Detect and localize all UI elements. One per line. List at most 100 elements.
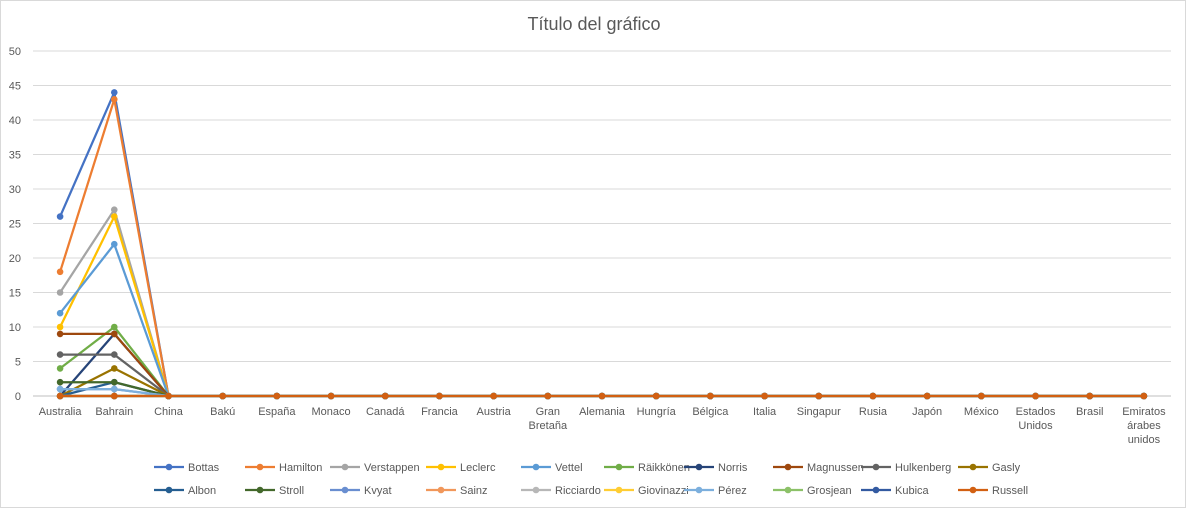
series-magnussen [56,330,1148,400]
x-tick-label: Emiratos árabes unidos [1122,406,1166,446]
data-point [544,392,552,400]
data-point [1140,392,1148,400]
x-tick-label: Francia [421,406,459,418]
data-point [56,309,64,317]
legend-item: Ricciardo [521,485,601,497]
legend-label: Räikkönen [638,462,690,474]
data-point [110,323,118,331]
legend-swatch-marker [256,486,264,494]
legend-label: Kvyat [364,485,392,497]
series-line [59,243,1144,398]
data-point [110,206,118,213]
data-point [1086,392,1094,400]
legend-label: Vettel [555,462,583,474]
series-line [59,98,1144,398]
series-line [59,91,1144,398]
legend-item: Hulkenberg [861,462,951,474]
series-norris [56,330,1148,400]
data-point [110,330,118,338]
legend-swatch-marker [341,486,349,494]
data-point [436,392,443,400]
legend-item: Räikkönen [604,462,690,474]
legend-item: Russell [958,485,1028,497]
y-tick-label: 20 [9,253,21,265]
data-point [1032,392,1039,400]
data-point [490,392,497,400]
x-tick-label: Alemania [579,406,626,418]
x-tick-label: Brasil [1076,406,1104,418]
legend-swatch-marker [784,463,792,471]
x-tick-label: Italia [753,406,777,418]
legend-item: Pérez [684,485,747,497]
legend-label: Bottas [188,462,220,474]
legend-swatch-marker [695,463,703,471]
x-tick-label: Austria [476,406,511,418]
data-point [110,392,118,400]
x-tick-label: Hungría [637,406,677,418]
legend-label: Hulkenberg [895,462,951,474]
legend: Bottas Hamilton Verstappen Leclerc Vettel Räi… [154,462,1028,497]
legend-item: Hamilton [245,462,322,474]
legend-swatch-marker [256,463,264,471]
x-tick-label: Japón [912,406,942,418]
legend-label: Kubica [895,485,930,497]
series-hulkenberg [56,351,1148,400]
legend-item: Norris [684,462,748,474]
data-point [110,351,118,358]
legend-item: Vettel [521,462,583,474]
legend-label: Russell [992,485,1028,497]
x-tick-label: Bakú [210,406,235,418]
legend-item: Stroll [245,485,304,497]
x-tick-label: China [154,406,184,418]
data-point [56,378,64,386]
legend-swatch-marker [784,486,792,494]
legend-swatch-marker [341,463,349,471]
series-bottas [56,89,1148,400]
legend-label: Stroll [279,485,304,497]
data-point [273,392,281,400]
data-point [869,392,877,400]
legend-swatch-marker [532,463,540,471]
series-line [59,367,1144,398]
series-verstappen [56,206,1148,400]
legend-item: Magnussen [773,462,864,474]
data-point [598,392,606,400]
legend-swatch-marker [615,463,623,471]
data-point [219,392,226,400]
legend-item: Albon [154,485,216,497]
legend-swatch-marker [969,486,977,494]
legend-swatch-marker [969,463,977,471]
data-point [381,392,389,400]
data-point [110,365,118,372]
legend-item: Grosjean [773,485,852,497]
data-point [56,289,64,296]
x-tick-label: Bélgica [692,406,729,418]
data-point [923,392,931,400]
legend-swatch-marker [437,486,445,494]
data-point [110,213,118,220]
data-point [707,392,714,400]
gridlines [33,50,1171,397]
legend-label: Norris [718,462,748,474]
y-tick-label: 30 [9,184,21,196]
legend-swatch-marker [165,463,173,471]
legend-label: Magnussen [807,462,864,474]
x-tick-label: Rusia [859,406,888,418]
legend-item: Verstappen [330,462,420,474]
legend-label: Verstappen [364,462,420,474]
series-hamilton [56,96,1148,400]
y-tick-label: 0 [15,391,21,403]
data-point [652,392,660,400]
legend-item: Gasly [958,462,1021,474]
data-point [110,385,118,393]
data-point [978,392,985,400]
x-tick-label: Monaco [311,406,350,418]
x-tick-label: Gran Bretaña [529,406,568,432]
y-tick-label: 40 [9,115,21,127]
legend-item: Giovinazzi [604,485,689,497]
legend-swatch-marker [615,486,623,494]
legend-swatch-marker [695,486,703,494]
y-tick-label: 5 [15,357,21,369]
